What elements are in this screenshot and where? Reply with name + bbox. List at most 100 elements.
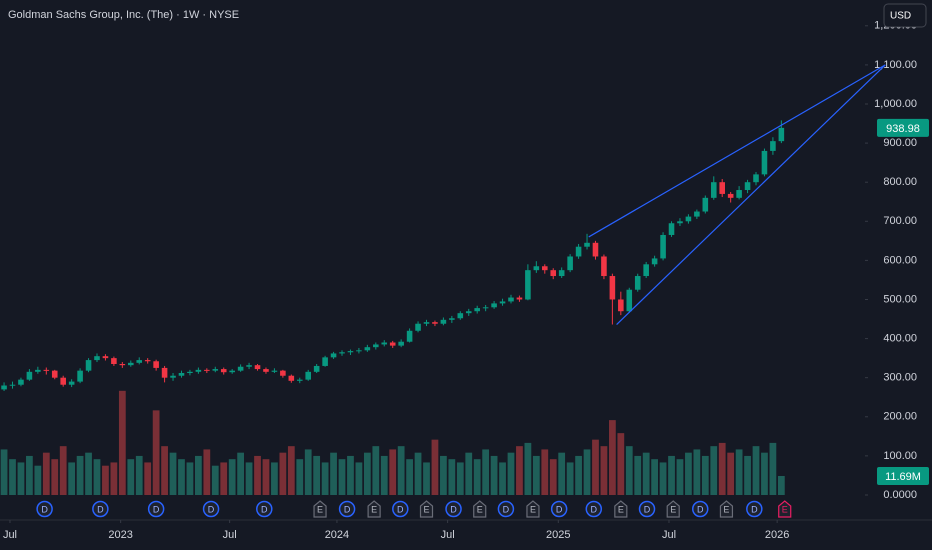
candle-body: [51, 370, 58, 378]
candle-body: [204, 369, 210, 371]
volume-bar: [17, 462, 25, 495]
event-label: D: [261, 504, 268, 514]
candle-body: [1, 385, 7, 390]
candle-body: [575, 246, 582, 257]
event-label: E: [317, 504, 323, 514]
volume-bar: [651, 459, 659, 495]
candle-body: [280, 370, 286, 376]
candle-body: [305, 371, 312, 380]
candle-body: [423, 322, 430, 324]
volume-bar: [372, 446, 380, 495]
dividend-marker[interactable]: [445, 500, 462, 518]
price-badge-label: 938.98: [886, 123, 920, 135]
volume-bar: [245, 462, 253, 495]
trend-line: [616, 64, 886, 325]
earnings-marker[interactable]: [614, 500, 628, 518]
volume-bar: [676, 459, 684, 495]
dividend-marker[interactable]: [36, 500, 53, 518]
event-label: E: [618, 504, 624, 514]
candle-body: [195, 369, 202, 372]
volume-bar: [575, 455, 582, 495]
volume-bar: [144, 462, 152, 495]
dividend-marker[interactable]: [497, 500, 515, 518]
dividend-marker[interactable]: [392, 500, 409, 518]
candle-body: [457, 313, 464, 319]
earnings-marker[interactable]: [666, 500, 680, 518]
earnings-marker[interactable]: [526, 500, 540, 518]
dividend-marker[interactable]: [338, 500, 356, 518]
dividend-marker[interactable]: [585, 500, 603, 518]
volume-bar: [338, 459, 346, 495]
event-label: D: [344, 504, 351, 514]
candle-body: [592, 242, 599, 257]
candle-body: [178, 372, 185, 376]
dividend-marker[interactable]: [691, 500, 709, 518]
earnings-marker[interactable]: [778, 500, 792, 518]
x-tick-label: Jul: [441, 529, 455, 541]
candle-body: [263, 369, 269, 372]
currency-label[interactable]: USD: [890, 11, 911, 22]
volume-bar: [152, 410, 160, 495]
event-label: E: [670, 504, 676, 514]
event-label: D: [591, 504, 598, 514]
earnings-marker[interactable]: [719, 500, 734, 518]
candle-body: [296, 379, 303, 381]
candle-body: [119, 364, 126, 366]
candle-body: [516, 297, 523, 300]
volume-bar: [634, 455, 642, 495]
candle-body: [18, 379, 24, 385]
dividend-marker[interactable]: [746, 500, 763, 518]
candle-body: [550, 270, 557, 277]
candle-body: [736, 190, 742, 198]
dividend-marker[interactable]: [638, 500, 656, 518]
currency-button[interactable]: [883, 3, 927, 28]
volume-bar: [406, 459, 413, 495]
volume-bar: [135, 455, 143, 495]
candle-body: [254, 365, 261, 370]
candle-body: [313, 365, 320, 372]
volume-bar: [761, 452, 768, 495]
candle-body: [474, 308, 480, 312]
earnings-marker[interactable]: [419, 500, 434, 518]
volume-bar: [127, 459, 135, 495]
dividend-marker[interactable]: [202, 500, 220, 518]
candle-body: [136, 360, 143, 363]
candle-body: [381, 342, 388, 345]
volume-bar: [752, 446, 760, 495]
x-tick-label: 2026: [765, 529, 789, 541]
y-tick-label: 600.00: [883, 254, 917, 266]
volume-bar: [701, 455, 709, 495]
dividend-marker[interactable]: [550, 500, 568, 518]
y-tick-label: 1,100.00: [874, 59, 917, 71]
candle-body: [482, 307, 489, 309]
candle-body: [111, 358, 117, 364]
volume-bar: [423, 462, 430, 495]
candle-body: [626, 289, 633, 312]
dividend-marker[interactable]: [256, 500, 273, 518]
event-label: D: [41, 504, 48, 514]
volume-bar: [541, 449, 549, 495]
candle-body: [694, 211, 700, 217]
candle-body: [229, 370, 235, 373]
volume-bar: [397, 446, 405, 495]
candle-body: [170, 375, 176, 378]
x-tick-label: 2024: [325, 529, 349, 541]
earnings-marker[interactable]: [367, 500, 381, 518]
dividend-marker[interactable]: [92, 500, 109, 518]
trend-line: [588, 64, 886, 238]
volume-bar: [296, 459, 304, 495]
candle-body: [668, 223, 675, 235]
event-label: D: [503, 504, 510, 514]
volume-bar: [186, 462, 194, 495]
event-label: D: [751, 504, 758, 514]
volume-badge-label: 11.69M: [885, 471, 921, 483]
dividend-marker[interactable]: [147, 500, 165, 518]
price-badge: [877, 118, 929, 137]
volume-bar: [9, 459, 16, 495]
y-tick-label: 700.00: [883, 215, 917, 227]
volume-bar: [549, 459, 557, 495]
volume-bar: [0, 449, 8, 495]
candle-body: [634, 276, 641, 290]
earnings-marker[interactable]: [473, 500, 487, 518]
earnings-marker[interactable]: [313, 500, 327, 518]
